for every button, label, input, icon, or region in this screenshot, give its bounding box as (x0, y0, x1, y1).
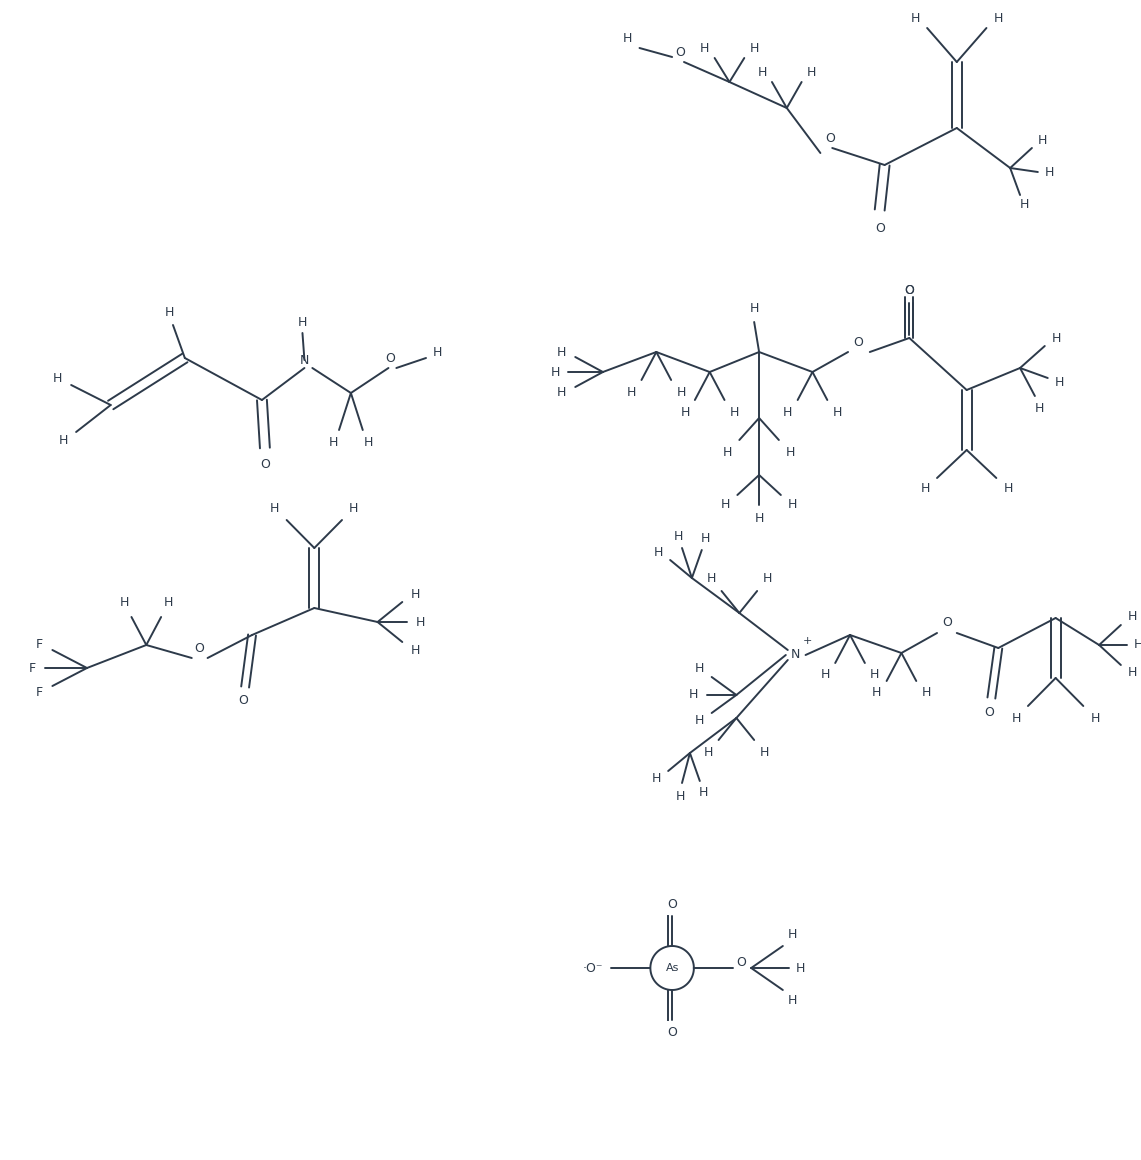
Text: H: H (807, 65, 816, 79)
Text: H: H (754, 512, 763, 524)
Text: H: H (783, 406, 793, 419)
Text: H: H (707, 573, 717, 586)
Text: H: H (699, 786, 709, 799)
Text: H: H (411, 644, 420, 657)
Text: H: H (994, 12, 1003, 24)
Text: H: H (911, 12, 920, 24)
Text: H: H (626, 385, 637, 399)
Text: H: H (721, 499, 730, 512)
Text: O: O (238, 694, 248, 706)
Text: H: H (349, 501, 358, 515)
Text: F: F (29, 661, 37, 674)
Text: H: H (677, 385, 686, 399)
Text: H: H (58, 435, 68, 448)
Text: H: H (675, 790, 685, 803)
Text: O: O (736, 956, 746, 969)
Text: H: H (298, 316, 307, 328)
Text: H: H (557, 346, 566, 358)
Text: H: H (788, 994, 798, 1008)
Text: H: H (750, 302, 759, 314)
Text: H: H (1019, 198, 1029, 211)
Text: H: H (750, 42, 759, 55)
Text: H: H (52, 371, 62, 384)
Text: O: O (675, 45, 685, 58)
Text: O: O (853, 335, 863, 348)
Text: H: H (1038, 133, 1047, 146)
Text: O: O (942, 616, 952, 630)
Text: H: H (921, 481, 930, 494)
Text: H: H (722, 445, 733, 458)
Text: H: H (652, 773, 661, 785)
Text: H: H (704, 746, 713, 759)
Text: O: O (905, 283, 914, 297)
Text: H: H (701, 42, 710, 55)
Text: H: H (833, 406, 842, 419)
Text: H: H (762, 573, 771, 586)
Text: H: H (760, 746, 769, 759)
Text: H: H (871, 668, 880, 682)
Text: H: H (270, 501, 280, 515)
Text: F: F (37, 638, 43, 651)
Text: H: H (411, 587, 420, 601)
Text: H: H (788, 499, 798, 512)
Text: O: O (667, 898, 677, 911)
Text: O: O (195, 641, 204, 654)
Text: H: H (701, 531, 711, 544)
Text: H: H (1003, 481, 1013, 494)
Text: H: H (1134, 638, 1141, 652)
Text: H: H (120, 596, 129, 609)
Text: O: O (905, 283, 914, 297)
Text: H: H (1128, 667, 1138, 680)
Text: H: H (695, 662, 704, 675)
Text: H: H (415, 616, 424, 629)
Text: O: O (386, 351, 396, 364)
Text: H: H (164, 306, 173, 319)
Text: H: H (820, 668, 830, 682)
Text: H: H (1045, 167, 1054, 180)
Text: ·O⁻: ·O⁻ (583, 962, 604, 974)
Text: H: H (654, 545, 663, 558)
Text: N: N (791, 648, 800, 661)
Text: H: H (673, 529, 682, 543)
Text: H: H (434, 346, 443, 358)
Text: H: H (1052, 332, 1061, 345)
Text: F: F (37, 686, 43, 698)
Text: O: O (260, 458, 269, 471)
Text: H: H (796, 962, 806, 974)
Text: H: H (872, 687, 881, 699)
Text: H: H (758, 65, 767, 79)
Text: H: H (163, 596, 172, 609)
Text: H: H (680, 406, 689, 419)
Text: H: H (1011, 711, 1021, 725)
Text: N: N (300, 354, 309, 367)
Text: +: + (803, 636, 812, 646)
Text: H: H (364, 436, 373, 449)
Text: O: O (875, 222, 884, 234)
Text: H: H (329, 436, 338, 449)
Text: H: H (1055, 377, 1065, 390)
Text: H: H (695, 715, 704, 727)
Text: H: H (623, 32, 632, 45)
Text: H: H (551, 365, 560, 378)
Text: H: H (730, 406, 739, 419)
Text: H: H (1128, 610, 1138, 624)
Text: H: H (557, 385, 566, 399)
Text: O: O (825, 131, 835, 145)
Text: H: H (786, 445, 795, 458)
Text: H: H (1091, 711, 1100, 725)
Text: As: As (665, 963, 679, 973)
Text: H: H (922, 687, 931, 699)
Text: O: O (985, 706, 994, 719)
Text: H: H (788, 928, 798, 942)
Text: O: O (667, 1025, 677, 1038)
Text: H: H (689, 689, 698, 702)
Text: H: H (1035, 401, 1044, 414)
